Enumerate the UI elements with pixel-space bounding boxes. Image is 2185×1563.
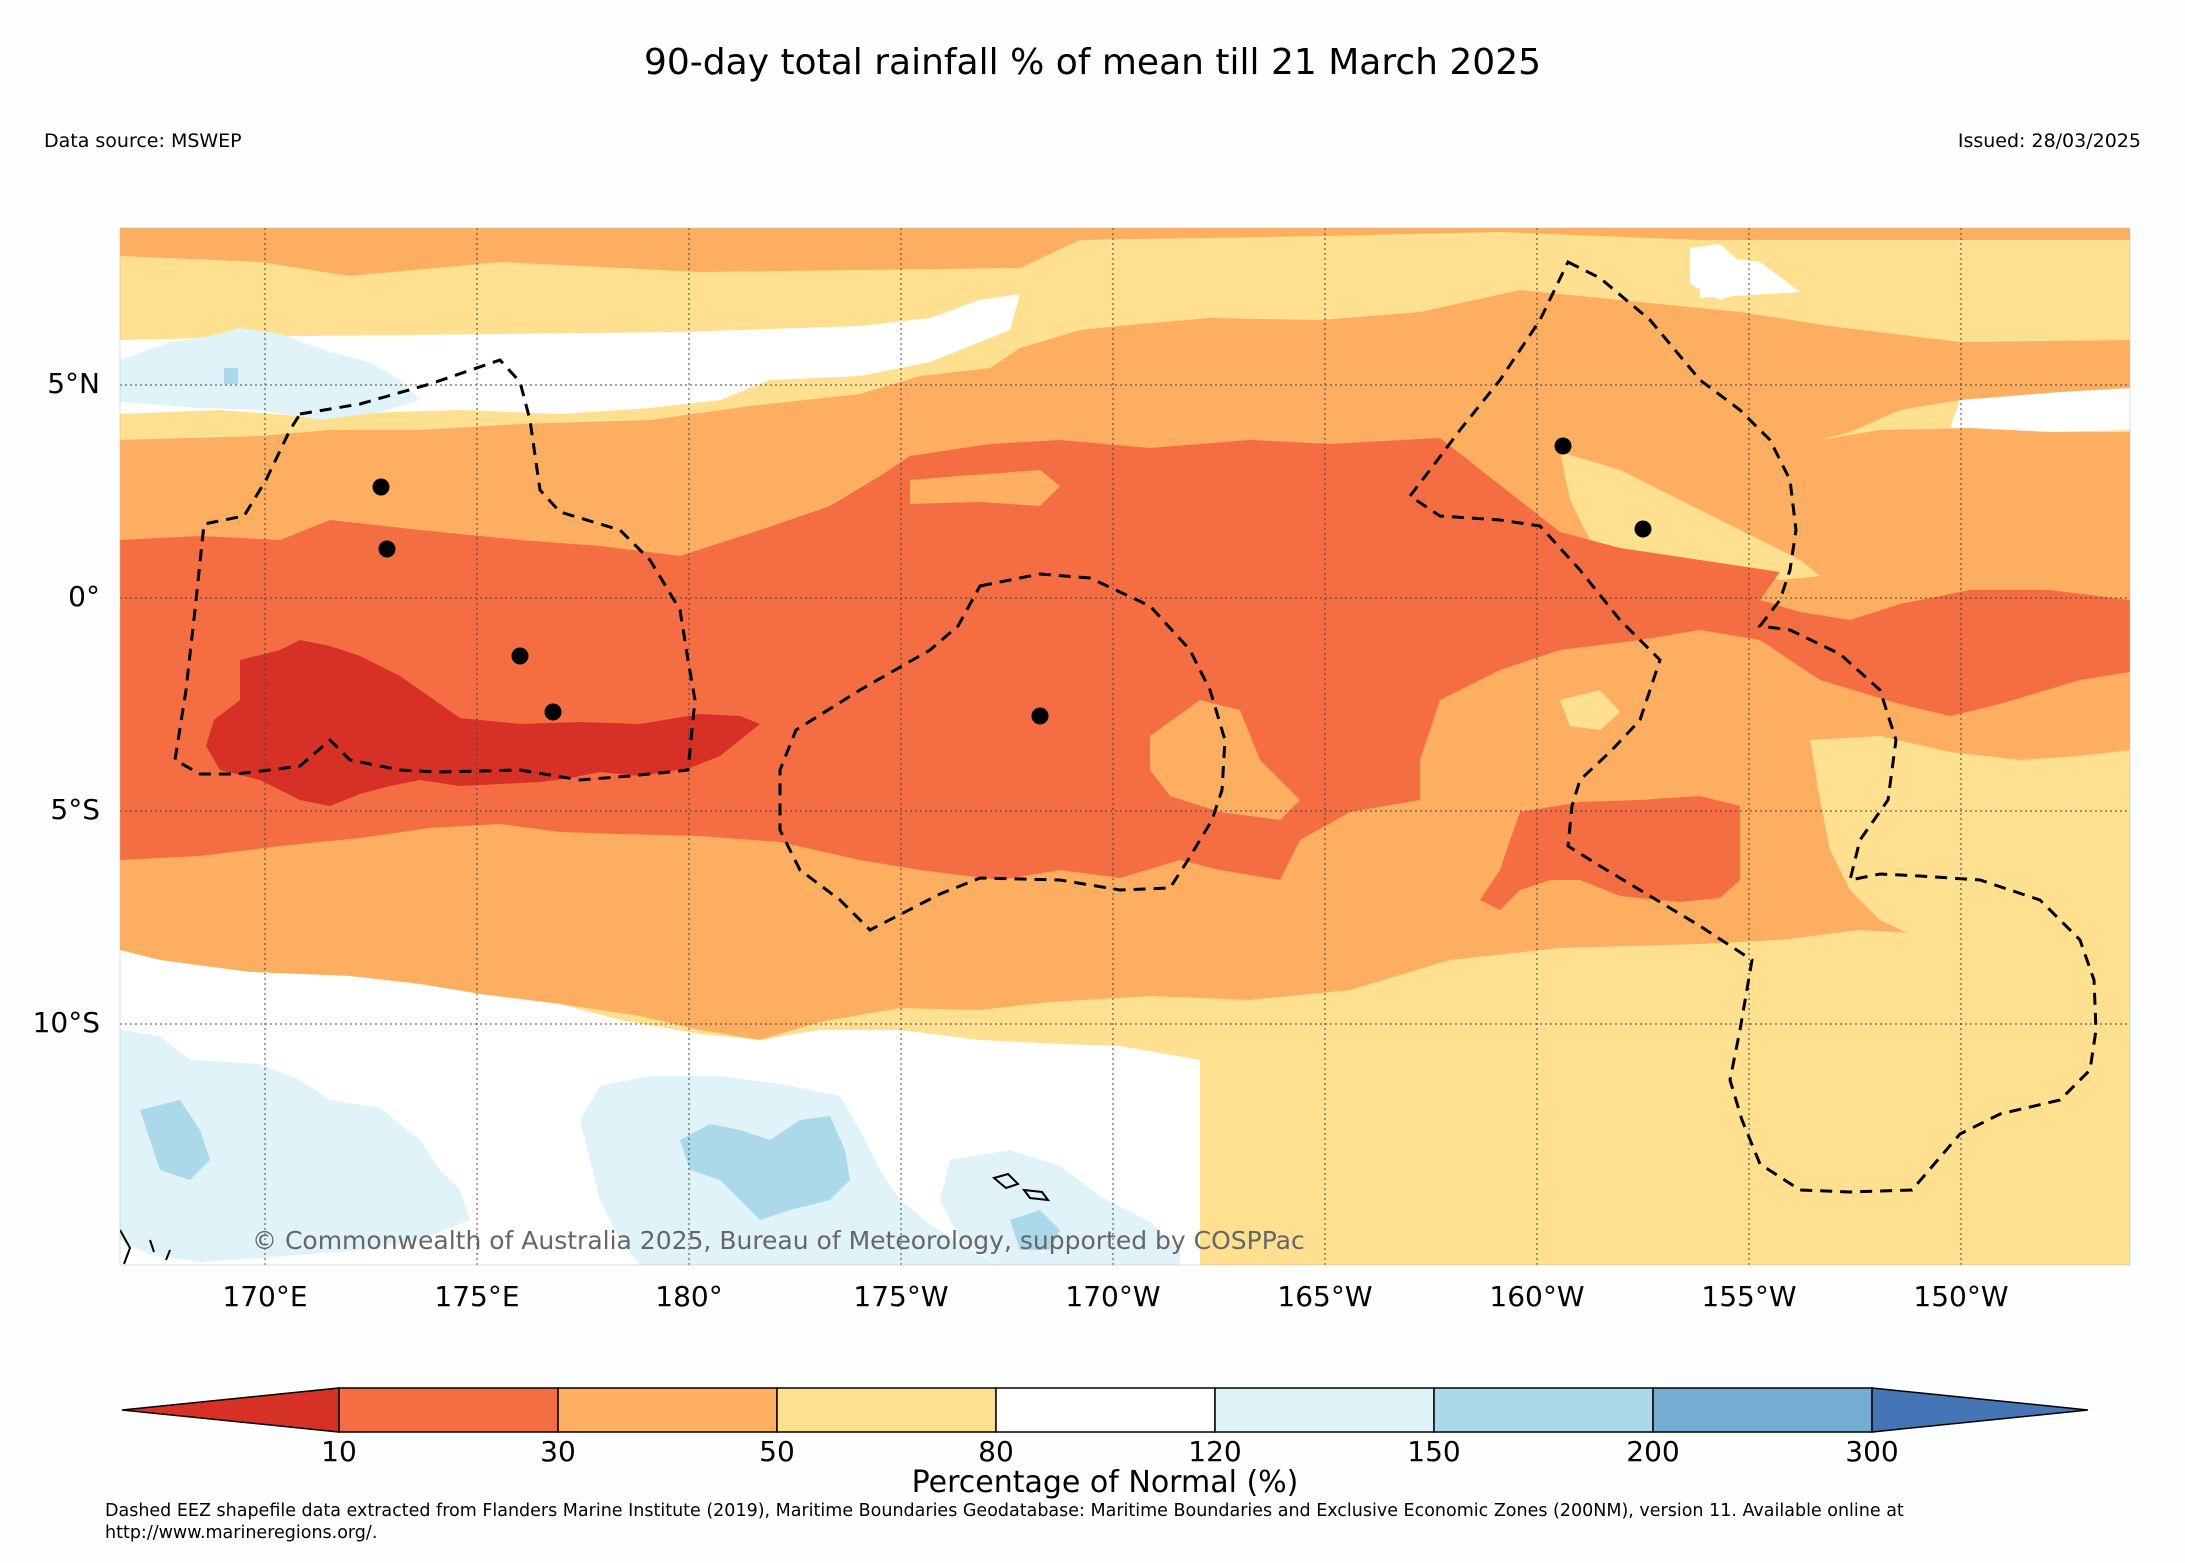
- band-120-150-south-b: [940, 1150, 1180, 1265]
- lon-label-165w: 165°W: [1277, 1280, 1373, 1313]
- lon-label-155w: 155°W: [1701, 1280, 1797, 1313]
- band-30-50-inner: [910, 470, 1060, 506]
- colorbar-tick-label: 300: [1845, 1435, 1899, 1468]
- band-50-80-south: [1200, 980, 1530, 1265]
- eez-line-islands-north: [1407, 259, 2098, 1194]
- copyright-notice: © Commonwealth of Australia 2025, Bureau…: [252, 1226, 1305, 1255]
- island-marker: [378, 540, 396, 558]
- lat-label-10s: 10°S: [32, 1006, 100, 1039]
- lon-label-160w: 160°W: [1489, 1280, 1585, 1313]
- colorbar-tick-label: 50: [759, 1435, 795, 1468]
- patch-150-200-a: [224, 368, 238, 384]
- lon-label-170e: 170°E: [222, 1280, 308, 1313]
- colorbar-tick-label: 30: [540, 1435, 576, 1468]
- island-marker: [544, 703, 562, 721]
- colorbar: [121, 1387, 2089, 1433]
- band-50-80-east-a: [1560, 452, 1820, 580]
- lon-label-150w: 150°W: [1913, 1280, 2009, 1313]
- colorbar-tick-label: 120: [1188, 1435, 1242, 1468]
- colorbar-title: Percentage of Normal (%): [911, 1465, 1299, 1500]
- colorbar-swatch: [776, 1387, 997, 1433]
- band-50-80-east-b: [1810, 736, 2130, 958]
- band-below-10: [206, 640, 760, 806]
- colorbar-tick-label: 150: [1407, 1435, 1461, 1468]
- eez-boundaries: [173, 259, 2098, 1194]
- map-title: 90-day total rainfall % of mean till 21 …: [643, 42, 1542, 83]
- graticule: [120, 228, 2130, 1265]
- colorbar-swatch: [995, 1387, 1216, 1433]
- issued-date: Issued: 28/03/2025: [1957, 130, 2141, 152]
- footnote: Dashed EEZ shapefile data extracted from…: [105, 1501, 1904, 1543]
- lat-label-0: 0°: [68, 580, 100, 613]
- colorbar-swatch: [557, 1387, 778, 1433]
- patch-150-200-s2: [1010, 1210, 1060, 1250]
- island-marker: [511, 647, 529, 665]
- colorbar-swatch: [1214, 1387, 1435, 1433]
- colorbar-tick-label: 200: [1626, 1435, 1680, 1468]
- lon-label-175e: 175°E: [434, 1280, 520, 1313]
- band-80-120-ne3: [1690, 244, 1760, 300]
- band-30-50-north: [120, 228, 2130, 276]
- band-10-30-southeast: [1480, 796, 1740, 910]
- colorbar-extend-high: [1871, 1387, 2089, 1433]
- data-source-label: Data source: MSWEP: [44, 130, 242, 152]
- island-marker: [372, 478, 390, 496]
- band-30-50-inner-b: [1150, 700, 1300, 820]
- lon-label-170w: 170°W: [1065, 1280, 1161, 1313]
- island-marker: [1554, 437, 1572, 455]
- lon-label-175w: 175°W: [853, 1280, 949, 1313]
- colorbar-extend-low: [121, 1387, 340, 1433]
- colorbar-tick-label: 10: [321, 1435, 357, 1468]
- patch-150-200-sw: [140, 1100, 210, 1180]
- patch-150-200-s1: [680, 1116, 850, 1220]
- island-markers: [372, 437, 1652, 725]
- coastlines: [120, 1172, 1051, 1265]
- colorbar-swatch: [1652, 1387, 1873, 1433]
- lat-label-5s: 5°S: [50, 793, 100, 826]
- lat-label-5n: 5°N: [47, 367, 100, 400]
- rainfall-map-area: [120, 228, 2130, 1265]
- eez-phoenix: [778, 572, 1227, 932]
- band-120-150-north: [120, 328, 420, 420]
- colorbar-swatch: [338, 1387, 559, 1433]
- colorbar-tick-label: 80: [978, 1435, 1014, 1468]
- band-120-150-sw: [120, 1030, 470, 1262]
- lon-label-180: 180°: [655, 1280, 723, 1313]
- band-50-80-east-c: [1560, 690, 1620, 730]
- island-marker: [1634, 520, 1652, 538]
- eez-kiribati-gilbert: [173, 358, 697, 782]
- band-80-120-ne2: [1950, 388, 2130, 432]
- colorbar-swatch: [1433, 1387, 1654, 1433]
- island-marker: [1031, 707, 1049, 725]
